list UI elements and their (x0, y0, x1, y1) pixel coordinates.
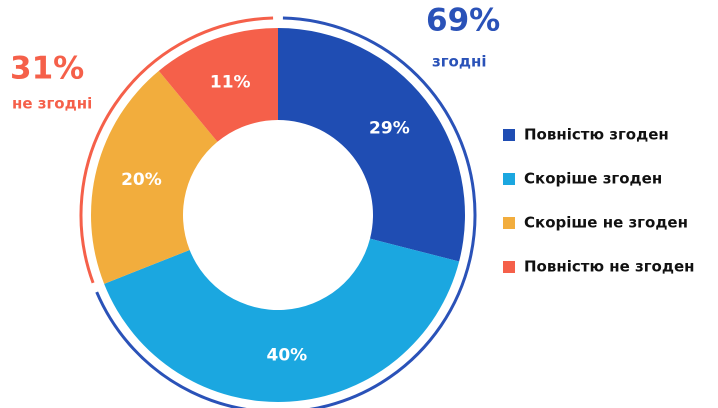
pie-slice (158, 28, 278, 142)
slice-label: 20% (121, 170, 162, 190)
annotation-text: не згодні (12, 95, 92, 113)
legend-swatch (503, 129, 515, 141)
ring-arc (79, 16, 274, 284)
legend-swatch (503, 173, 515, 185)
ring-arc (95, 16, 477, 408)
legend-label: Скоріше згоден (524, 170, 662, 188)
legend-swatch (503, 261, 515, 273)
slice-label: 29% (369, 119, 410, 139)
legend-label: Скоріше не згоден (524, 214, 688, 232)
slice-label: 40% (267, 346, 308, 366)
slice-label: 11% (210, 72, 251, 92)
legend-label: Повністю згоден (524, 126, 669, 144)
pie-slice (104, 238, 460, 402)
pie-slice (91, 70, 218, 284)
legend-swatch (503, 217, 515, 229)
pie-slice (278, 28, 465, 262)
annotation-value: 31% (10, 51, 84, 87)
annotation-value: 69% (426, 3, 500, 39)
annotation-text: згодні (432, 53, 486, 71)
legend-label: Повністю не згоден (524, 258, 695, 276)
